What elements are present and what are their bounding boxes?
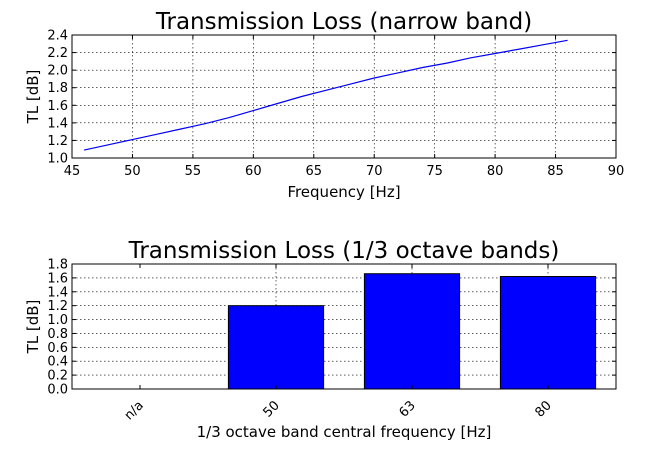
y-tick-label: 1.8: [47, 81, 68, 96]
y-tick-label: 1.2: [47, 299, 68, 314]
x-tick-label: 85: [547, 164, 564, 179]
narrow-band-chart: Transmission Loss (narrow band) 45 50 55 60…: [24, 9, 624, 201]
x-tick-label: 80: [533, 398, 555, 420]
y-tick-label: 0.4: [47, 355, 68, 370]
y-tick-label: 0.6: [47, 341, 68, 356]
x-axis-label: 1/3 octave band central frequency [Hz]: [197, 423, 492, 441]
tick-marks: [71, 34, 617, 159]
x-tick-label: 75: [426, 164, 443, 179]
y-tick-labels: 1.0 1.2 1.4 1.6 1.8 2.0 2.2 2.4: [47, 29, 68, 167]
y-tick-label: 1.2: [47, 134, 68, 149]
y-axis-label: TL [dB]: [24, 70, 42, 125]
y-tick-label: 0.2: [47, 369, 68, 384]
y-tick-label: 1.6: [47, 99, 68, 114]
octave-band-chart: Transmission Loss (1/3 octave bands) n/a…: [24, 238, 617, 441]
y-tick-labels: 0.00.20.40.60.81.01.21.41.61.8: [47, 258, 68, 398]
bars: [227, 273, 597, 390]
bar: [363, 273, 461, 390]
series-line: [83, 39, 568, 151]
x-tick-label: 65: [306, 164, 323, 179]
x-tick-label: 90: [608, 164, 625, 179]
chart-title: Transmission Loss (narrow band): [155, 9, 532, 35]
y-axis-label: TL [dB]: [24, 300, 42, 355]
y-tick-label: 2.4: [47, 29, 68, 44]
x-tick-label: 50: [124, 164, 141, 179]
x-tick-label: 45: [64, 164, 81, 179]
y-tick-label: 1.0: [47, 152, 68, 167]
y-tick-label: 2.0: [47, 64, 68, 79]
bar: [227, 305, 325, 390]
plot-frame: [71, 34, 617, 159]
y-tick-label: 1.8: [47, 258, 68, 273]
x-tick-label: 70: [366, 164, 383, 179]
y-tick-label: 0.8: [47, 327, 68, 342]
bar: [499, 276, 597, 390]
x-axis-label: Frequency [Hz]: [287, 183, 400, 201]
y-tick-label: 1.4: [47, 116, 68, 131]
x-tick-labels: 45 50 55 60 65 70 75 80 85 90: [64, 164, 625, 179]
x-tick-labels: n/a 50 63 80: [122, 398, 555, 423]
x-tick-label: 60: [245, 164, 262, 179]
grid: [72, 35, 616, 158]
plot-frame: [71, 263, 617, 390]
x-tick-label: 80: [487, 164, 504, 179]
y-tick-label: 2.2: [47, 46, 68, 61]
x-tick-label: 55: [185, 164, 202, 179]
y-tick-label: 0.0: [47, 383, 68, 398]
y-tick-label: 1.6: [47, 271, 68, 286]
y-tick-label: 1.0: [47, 313, 68, 328]
x-tick-label: n/a: [122, 398, 147, 423]
x-tick-label: 63: [397, 398, 419, 420]
y-tick-label: 1.4: [47, 285, 68, 300]
x-tick-label: 50: [261, 398, 283, 420]
chart-title: Transmission Loss (1/3 octave bands): [128, 238, 560, 264]
